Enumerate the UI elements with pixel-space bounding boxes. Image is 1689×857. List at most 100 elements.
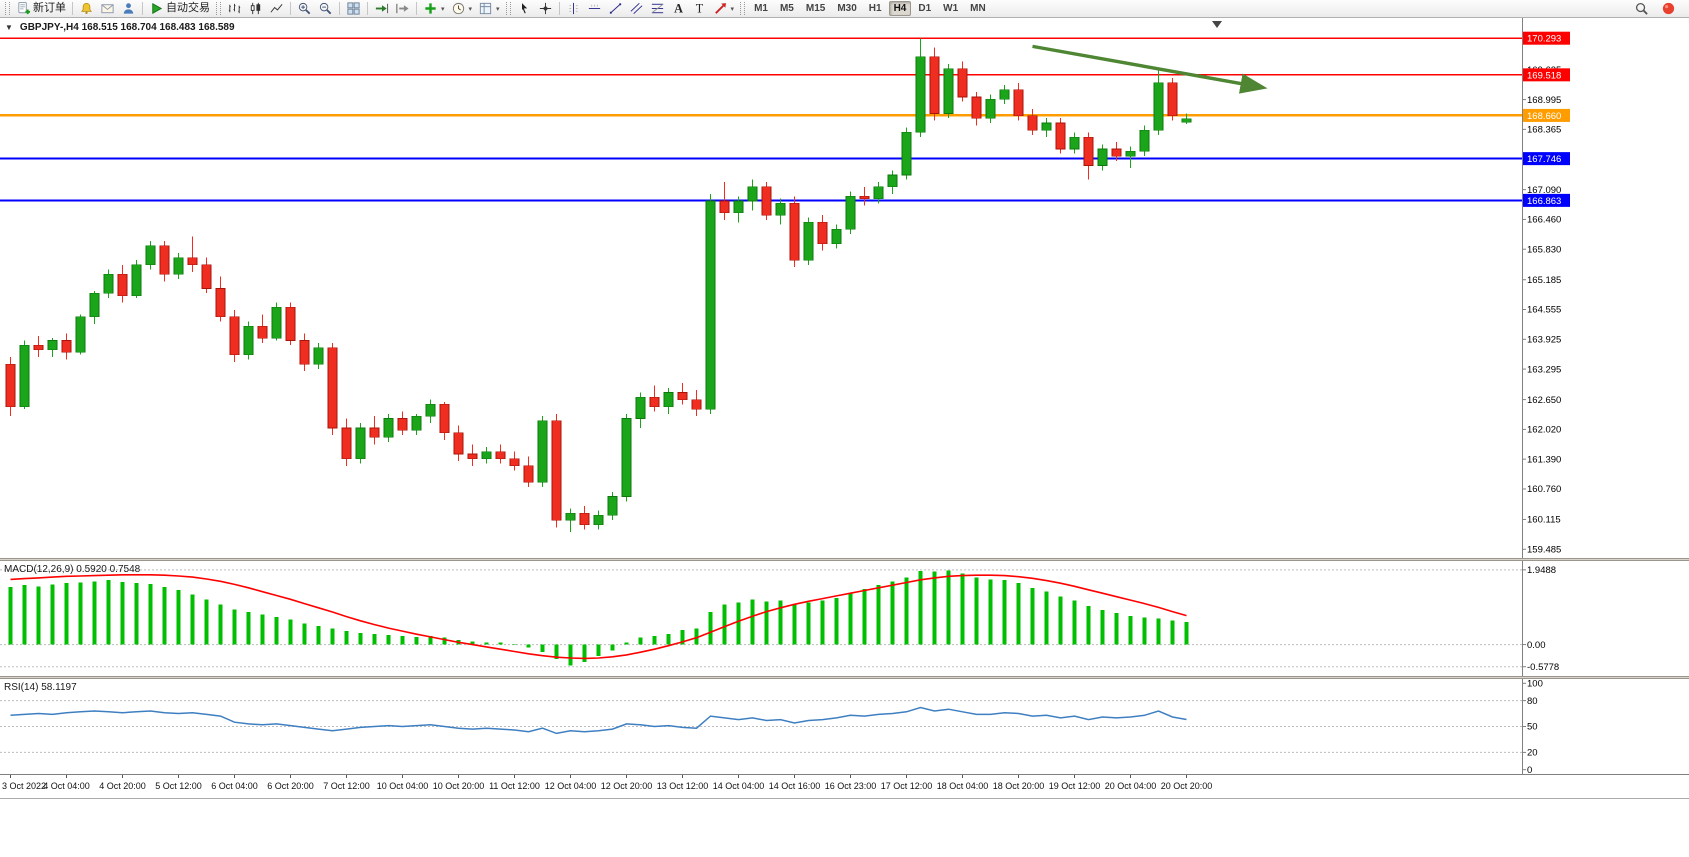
- community-icon: [123, 3, 134, 14]
- toolbar-grip[interactable]: [216, 2, 221, 15]
- svg-text:14 Oct 16:00: 14 Oct 16:00: [769, 781, 821, 791]
- toolbar-separator: [339, 2, 340, 15]
- arrows-icon: [714, 3, 726, 14]
- templates-dropdown-caret[interactable]: ▾: [496, 5, 500, 13]
- toolbar-grip[interactable]: [5, 2, 10, 15]
- svg-text:6 Oct 20:00: 6 Oct 20:00: [267, 781, 314, 791]
- one-click-trading-toggle[interactable]: ▼: [5, 23, 13, 32]
- svg-text:4 Oct 20:00: 4 Oct 20:00: [99, 781, 146, 791]
- svg-text:12 Oct 20:00: 12 Oct 20:00: [601, 781, 653, 791]
- rsi-panel[interactable]: 100 80 50 20 0: [0, 679, 1689, 774]
- zoom-out-button[interactable]: [315, 1, 336, 17]
- toolbar-grip[interactable]: [740, 2, 746, 15]
- indicators-icon: [425, 3, 436, 14]
- chart-window: ▼ GBPJPY-,H4 168.515 168.704 168.483 168…: [0, 18, 1689, 799]
- rsi-indicator-label: RSI(14) 58.1197: [4, 682, 77, 693]
- svg-text:6 Oct 04:00: 6 Oct 04:00: [211, 781, 258, 791]
- panel-splitter-2[interactable]: [0, 676, 1689, 679]
- fibonacci-icon: [651, 3, 663, 14]
- svg-text:168.995: 168.995: [1527, 95, 1561, 106]
- autotrade-button[interactable]: 自动交易: [146, 1, 213, 17]
- channel-button[interactable]: [626, 1, 647, 17]
- tile-windows-button[interactable]: [343, 1, 364, 17]
- svg-text:A: A: [674, 2, 683, 16]
- macd-histogram: [8, 570, 1189, 666]
- indicators-button[interactable]: ▾: [420, 1, 448, 17]
- svg-text:165.185: 165.185: [1527, 275, 1561, 286]
- timeframe-d1[interactable]: D1: [918, 3, 932, 14]
- svg-text:16 Oct 23:00: 16 Oct 23:00: [825, 781, 877, 791]
- chart-line-icon: [270, 3, 283, 13]
- svg-text:170.293: 170.293: [1527, 34, 1561, 45]
- text-button[interactable]: A: [668, 1, 689, 17]
- svg-text:159.485: 159.485: [1527, 544, 1561, 555]
- zoom-in-icon: [298, 2, 311, 15]
- chart-candles-button[interactable]: [245, 1, 266, 17]
- community-button[interactable]: [118, 1, 139, 17]
- svg-text:162.020: 162.020: [1527, 425, 1561, 436]
- trend-arrow[interactable]: [1032, 44, 1268, 94]
- fibonacci-button[interactable]: [647, 1, 668, 17]
- arrows-dropdown-caret[interactable]: ▾: [730, 5, 735, 13]
- label-button[interactable]: T: [689, 1, 710, 17]
- svg-text:160.760: 160.760: [1527, 484, 1561, 495]
- auto-scroll-button[interactable]: [371, 1, 392, 17]
- svg-text:20 Oct 04:00: 20 Oct 04:00: [1105, 781, 1157, 791]
- zoom-in-button[interactable]: [294, 1, 315, 17]
- trendline-button[interactable]: [605, 1, 626, 17]
- timeframe-m1[interactable]: M1: [754, 3, 768, 14]
- periods-icon: [452, 2, 464, 15]
- search-button[interactable]: [1631, 1, 1652, 17]
- timeframe-m15[interactable]: M15: [805, 3, 826, 14]
- chart-shift-icon: [396, 3, 409, 14]
- new-order-icon: [18, 1, 31, 15]
- periods-button[interactable]: ▾: [448, 1, 476, 17]
- chart-shift-marker[interactable]: [1212, 21, 1222, 28]
- arrows-button[interactable]: ▾: [710, 1, 738, 17]
- cursor-button[interactable]: [514, 1, 535, 17]
- templates-button[interactable]: ▾: [475, 1, 503, 17]
- svg-text:3 Oct 2022: 3 Oct 2022: [2, 781, 46, 791]
- svg-text:20 Oct 20:00: 20 Oct 20:00: [1161, 781, 1213, 791]
- toolbar-left: 新订单 自动交易 ▾ ▾ ▾ A T ▾ M1 M5 M15 M30 H1 H4 D1 W1 MN: [2, 1, 992, 17]
- timeframe-w1[interactable]: W1: [943, 3, 959, 14]
- macd-panel[interactable]: 1.9488 0.00 -0.5778: [0, 561, 1689, 676]
- auto-scroll-icon: [375, 3, 389, 14]
- new-order-button[interactable]: 新订单: [13, 1, 69, 17]
- alerts-button[interactable]: [76, 1, 97, 17]
- svg-text:T: T: [695, 2, 703, 16]
- chart-line-button[interactable]: [266, 1, 287, 17]
- price-badge-169.518: 169.518: [1523, 68, 1570, 82]
- horizontal-line-button[interactable]: [584, 1, 605, 17]
- svg-text:-0.5778: -0.5778: [1527, 662, 1559, 673]
- periods-dropdown-caret[interactable]: ▾: [468, 5, 473, 13]
- notifications-button[interactable]: [1658, 1, 1679, 17]
- timeframe-h4[interactable]: H4: [888, 1, 912, 16]
- mailbox-button[interactable]: [97, 1, 118, 17]
- panel-splitter[interactable]: [0, 558, 1689, 561]
- chart-shift-button[interactable]: [392, 1, 413, 17]
- chart-bars-button[interactable]: [224, 1, 245, 17]
- main-chart-canvas[interactable]: 169.625168.995168.365167.735167.090166.4…: [0, 18, 1689, 558]
- price-badge-166.863: 166.863: [1523, 193, 1570, 207]
- autotrade-label: 自动交易: [166, 2, 210, 14]
- svg-text:166.460: 166.460: [1527, 215, 1561, 226]
- timeframe-h1[interactable]: H1: [868, 3, 882, 14]
- svg-text:11 Oct 12:00: 11 Oct 12:00: [489, 781, 540, 791]
- timeframe-m5[interactable]: M5: [779, 3, 794, 14]
- vertical-line-button[interactable]: [563, 1, 584, 17]
- timeframe-m30[interactable]: M30: [837, 3, 857, 14]
- svg-text:165.830: 165.830: [1527, 244, 1561, 255]
- search-icon: [1635, 2, 1648, 15]
- timeframe-mn[interactable]: MN: [970, 3, 986, 14]
- new-order-label: 新订单: [33, 2, 66, 14]
- crosshair-button[interactable]: [535, 1, 556, 17]
- svg-text:5 Oct 12:00: 5 Oct 12:00: [155, 781, 202, 791]
- svg-text:7 Oct 12:00: 7 Oct 12:00: [323, 781, 370, 791]
- indicators-dropdown-caret[interactable]: ▾: [441, 5, 445, 13]
- svg-text:162.650: 162.650: [1527, 395, 1561, 406]
- svg-text:13 Oct 12:00: 13 Oct 12:00: [657, 781, 709, 791]
- zoom-out-icon: [319, 2, 332, 15]
- toolbar-grip[interactable]: [505, 2, 511, 15]
